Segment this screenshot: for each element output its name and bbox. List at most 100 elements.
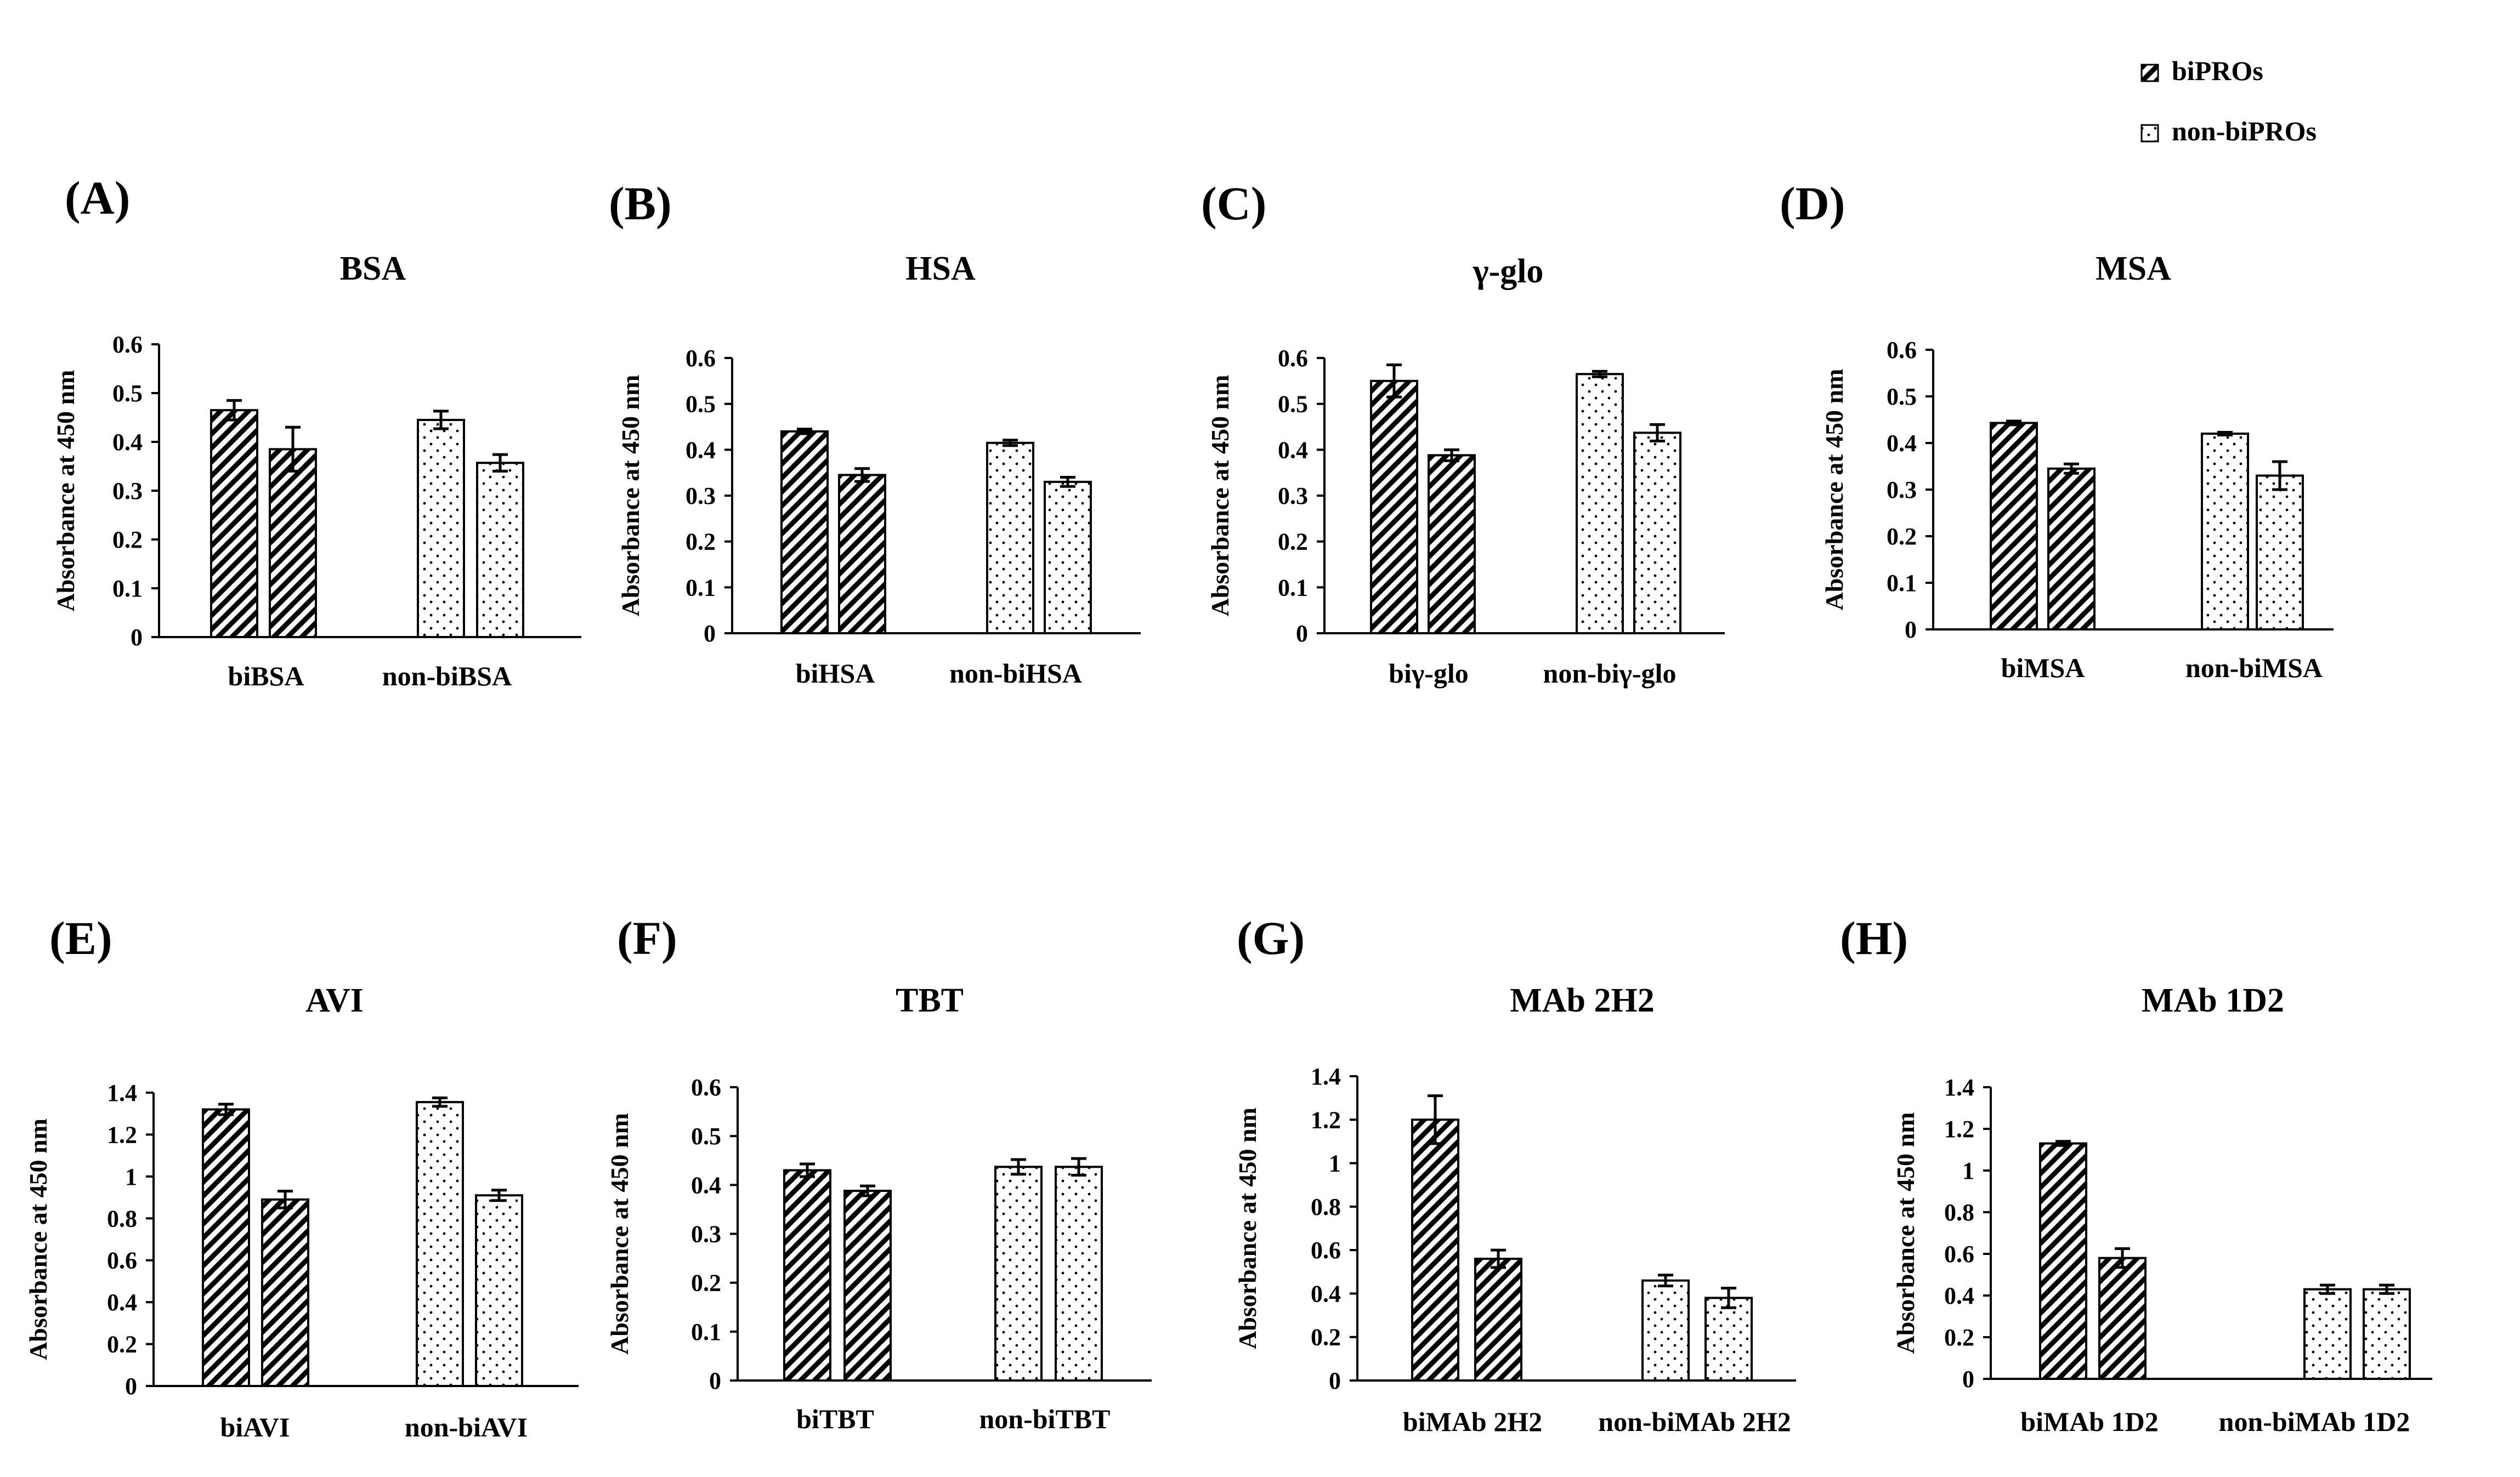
y-axis-label: Absorbance at 450 nm bbox=[24, 1118, 52, 1360]
category-label: biHSA bbox=[796, 658, 875, 689]
y-axis-label: Absorbance at 450 nm bbox=[616, 375, 644, 617]
y-tick-label: 1 bbox=[1962, 1157, 1974, 1184]
panel-label: (F) bbox=[617, 912, 677, 964]
y-tick-label: 0.6 bbox=[691, 1074, 721, 1101]
bar-dots bbox=[1055, 1166, 1103, 1382]
y-tick-label: 1.4 bbox=[1311, 1063, 1341, 1090]
y-tick-label: 0.1 bbox=[112, 575, 143, 602]
y-tick-label: 0.2 bbox=[691, 1270, 721, 1297]
category-label: non-biMAb 2H2 bbox=[1598, 1406, 1791, 1437]
category-label: biAVI bbox=[220, 1412, 290, 1442]
y-tick-label: 1 bbox=[125, 1163, 137, 1190]
y-tick-label: 0.2 bbox=[1887, 523, 1917, 550]
y-tick-label: 0.2 bbox=[1278, 529, 1308, 555]
y-tick-label: 0.6 bbox=[1887, 337, 1917, 363]
category-label: non-biTBT bbox=[979, 1404, 1110, 1434]
y-tick-label: 0.6 bbox=[1278, 345, 1308, 372]
bar-dots bbox=[2363, 1288, 2411, 1381]
legend-swatch-hatch bbox=[2140, 64, 2159, 82]
y-tick-label: 0.6 bbox=[1944, 1241, 1974, 1268]
y-tick-label: 0.3 bbox=[691, 1221, 721, 1248]
bar-dots bbox=[476, 462, 524, 639]
y-tick-label: 0.4 bbox=[691, 1172, 721, 1198]
chart-title: BSA bbox=[340, 250, 406, 287]
panel-E: (E) AVI Absorbance at 450 nm 0 0.2 0.4 0.6 0.8 1… bbox=[24, 912, 579, 1442]
chart-title: HSA bbox=[905, 250, 976, 287]
chart-title: MAb 1D2 bbox=[2142, 982, 2284, 1019]
y-tick-label: 0 bbox=[1962, 1366, 1974, 1393]
y-tick-label: 0.1 bbox=[691, 1319, 721, 1345]
category-label: biBSA bbox=[228, 661, 304, 691]
category-label: non-biγ-glo bbox=[1543, 658, 1677, 689]
y-tick-label: 0.4 bbox=[107, 1289, 137, 1316]
y-tick-label: 0.1 bbox=[686, 574, 716, 601]
y-tick-label: 0 bbox=[131, 624, 143, 651]
y-axis-label: Absorbance at 450 nm bbox=[52, 370, 80, 612]
y-tick-label: 0.2 bbox=[1944, 1324, 1974, 1351]
bar-dots bbox=[2201, 433, 2249, 630]
category-label: non-biBSA bbox=[382, 661, 512, 691]
y-tick-label: 0 bbox=[709, 1367, 721, 1394]
bar-dots bbox=[1044, 480, 1092, 635]
legend-swatch-dots bbox=[2140, 124, 2159, 143]
chart-title: γ-glo bbox=[1473, 253, 1544, 290]
y-tick-label: 0.5 bbox=[1887, 383, 1917, 410]
y-tick-label: 0 bbox=[125, 1373, 137, 1400]
y-tick-label: 0.3 bbox=[112, 478, 143, 504]
y-tick-label: 0 bbox=[1329, 1367, 1341, 1394]
bar-dots bbox=[2303, 1288, 2352, 1381]
y-axis-label: Absorbance at 450 nm bbox=[1206, 375, 1234, 617]
y-tick-label: 0 bbox=[1296, 620, 1308, 647]
panel-label: (A) bbox=[65, 172, 130, 224]
y-tick-label: 0 bbox=[1905, 616, 1917, 643]
bar-hatch bbox=[210, 409, 258, 639]
category-label: non-biMAb 1D2 bbox=[2219, 1406, 2410, 1437]
y-axis-label: Absorbance at 450 nm bbox=[1892, 1112, 1919, 1354]
bar-hatch bbox=[1474, 1258, 1522, 1382]
bar-hatch bbox=[261, 1198, 309, 1387]
y-tick-label: 0.5 bbox=[686, 391, 716, 418]
y-tick-label: 0.4 bbox=[1887, 430, 1917, 457]
legend-item-biPROs: biPROs bbox=[2140, 55, 2263, 86]
y-tick-label: 0 bbox=[704, 620, 716, 647]
panel-D: (D) MSA Absorbance at 450 nm 0 0.1 0.2 0.3 0.4 0… bbox=[1780, 177, 2334, 683]
bar-hatch bbox=[202, 1108, 250, 1387]
y-tick-label: 1.2 bbox=[107, 1121, 137, 1148]
bar-dots bbox=[986, 441, 1034, 634]
bar-dots bbox=[475, 1194, 523, 1387]
legend-label-biPROs: biPROs bbox=[2172, 55, 2263, 86]
y-tick-label: 0.6 bbox=[112, 331, 143, 358]
panel-label: (G) bbox=[1237, 912, 1305, 964]
panel-label: (E) bbox=[49, 912, 112, 964]
y-tick-label: 0.5 bbox=[1278, 391, 1308, 418]
y-tick-label: 0.2 bbox=[112, 526, 143, 553]
bar-dots bbox=[1641, 1279, 1690, 1382]
legend-item-non-biPROs: non-biPROs bbox=[2140, 116, 2317, 146]
bar-dots bbox=[416, 1101, 464, 1387]
y-axis-label: Absorbance at 450 nm bbox=[605, 1113, 633, 1355]
y-tick-label: 1.4 bbox=[107, 1080, 137, 1106]
category-label: biMAb 1D2 bbox=[2020, 1406, 2158, 1437]
y-tick-label: 0.8 bbox=[1944, 1199, 1974, 1226]
legend-label-non-biPROs: non-biPROs bbox=[2172, 116, 2317, 146]
category-label: non-biMSA bbox=[2185, 652, 2323, 683]
chart-title: AVI bbox=[305, 982, 364, 1019]
panel-F: (F) TBT Absorbance at 450 nm 0 0.1 0.2 0.3 0.4 0… bbox=[605, 912, 1152, 1434]
y-tick-label: 0.4 bbox=[112, 429, 143, 456]
y-tick-label: 0.1 bbox=[1278, 574, 1308, 601]
y-tick-label: 0.3 bbox=[1278, 482, 1308, 509]
y-tick-label: 0.6 bbox=[686, 345, 716, 372]
bar-dots bbox=[1704, 1297, 1753, 1382]
category-label: non-biAVI bbox=[405, 1412, 528, 1442]
panel-G: (G) MAb 2H2 Absorbance at 450 nm 0 0.2 0.4 0.6… bbox=[1233, 912, 1796, 1437]
category-label: non-biHSA bbox=[949, 658, 1082, 689]
y-tick-label: 0.4 bbox=[1278, 436, 1308, 463]
chart-title: MSA bbox=[2096, 250, 2171, 287]
bar-hatch bbox=[1428, 454, 1476, 635]
bar-dots bbox=[1576, 373, 1624, 634]
y-tick-label: 1.4 bbox=[1944, 1074, 1974, 1101]
panel-A: (A) BSA Absorbance at 450 nm 0 0.1 0.2 0.3 0.4 0… bbox=[52, 172, 581, 691]
bar-hatch bbox=[2039, 1142, 2087, 1381]
y-axis-label: Absorbance at 450 nm bbox=[1233, 1107, 1261, 1349]
panel-H: (H) MAb 1D2 Absorbance at 450 nm 0 0.2 0.4 0.6… bbox=[1840, 912, 2432, 1437]
